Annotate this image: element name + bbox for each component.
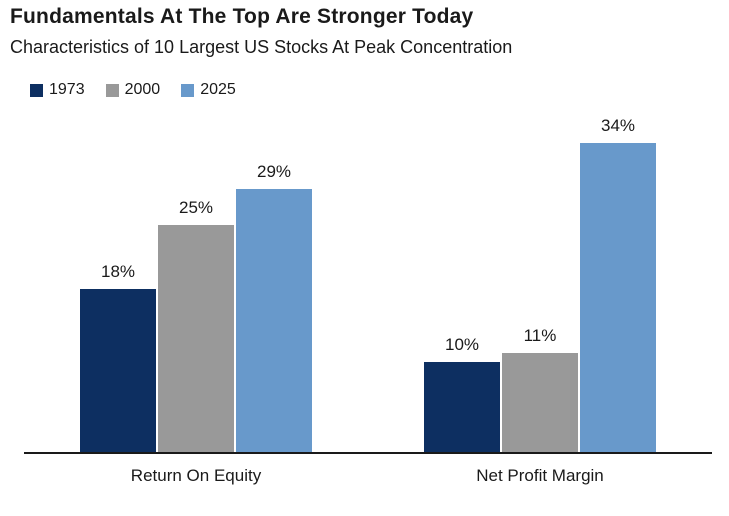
legend-label: 1973 [49,81,85,98]
bar-value-label: 11% [523,326,557,345]
x-axis-line [24,452,712,454]
bar-value-label: 29% [256,162,292,181]
bar-value-label: 10% [444,335,480,354]
legend-swatch-2000 [105,83,119,97]
legend-item-2025: 2025 [181,81,236,99]
bar-2000-net-profit-margin [502,353,578,453]
legend-item-1973: 1973 [30,81,85,99]
category-label-net-profit-margin: Net Profit Margin [476,466,604,485]
chart-title: Fundamentals At The Top Are Stronger Tod… [10,5,474,28]
legend-swatch-2025 [181,83,195,97]
chart-subtitle: Characteristics of 10 Largest US Stocks … [10,37,513,57]
bar-value-label: 34% [600,116,636,135]
bar-1973-net-profit-margin [424,362,500,453]
bar-1973-return-on-equity [80,289,156,453]
bar-2025-return-on-equity [236,189,312,453]
legend-label: 2025 [200,81,236,98]
bar-value-label: 25% [178,198,214,217]
bar-2000-return-on-equity [158,225,234,453]
bar-2025-net-profit-margin [580,143,656,453]
legend-swatch-1973 [30,83,43,97]
bar-value-label: 18% [100,262,136,281]
legend-label: 2000 [124,81,161,98]
chart-legend: 1973 2000 2025 [30,81,236,99]
legend-item-2000: 2000 [105,81,161,99]
category-label-return-on-equity: Return On Equity [130,466,262,485]
